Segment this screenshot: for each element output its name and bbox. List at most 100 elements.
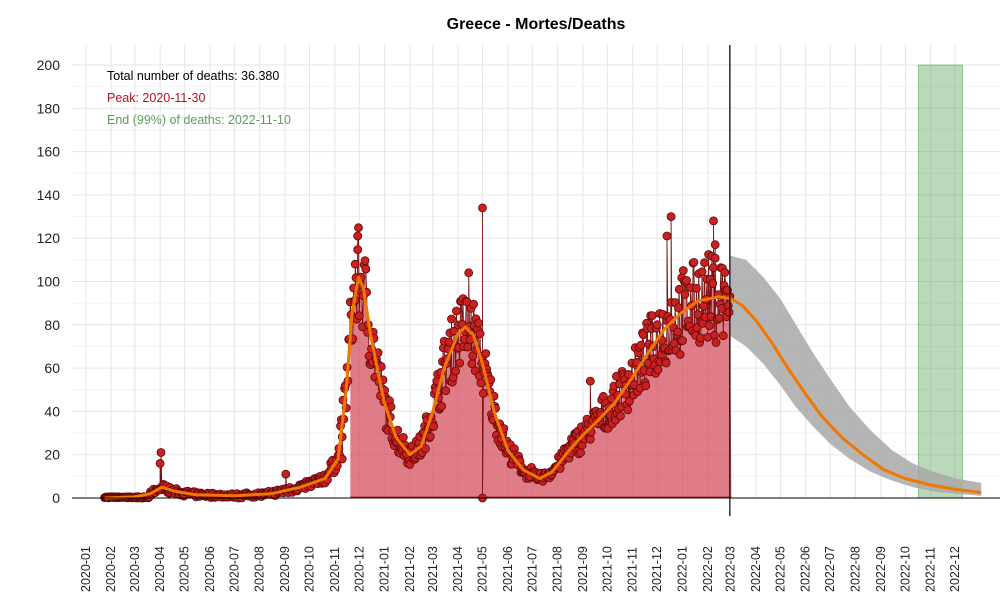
x-tick-label: 2020-11 — [328, 547, 342, 592]
daily-point — [682, 275, 691, 285]
daily-point — [481, 349, 491, 358]
x-tick-label: 2021-03 — [426, 546, 440, 592]
x-tick-label: 2021-05 — [476, 546, 490, 592]
x-tick-label: 2020-01 — [79, 546, 93, 592]
annotation-end: End (99%) of deaths: 2022-11-10 — [107, 113, 291, 127]
daily-point — [693, 310, 703, 319]
daily-point — [647, 311, 657, 321]
daily-point — [661, 358, 671, 368]
x-tick-label: 2022-08 — [849, 546, 863, 592]
x-tick-label: 2020-10 — [303, 546, 317, 592]
annotation-total: Total number of deaths: 36.380 — [107, 69, 279, 83]
x-tick-label: 2022-12 — [948, 546, 962, 592]
daily-point — [674, 303, 683, 313]
daily-point — [653, 365, 663, 375]
daily-point — [468, 351, 478, 361]
daily-point — [429, 422, 439, 431]
daily-point — [696, 333, 705, 343]
x-tick-label: 2021-06 — [501, 546, 515, 592]
x-tick-label: 2022-04 — [749, 546, 763, 592]
daily-point — [625, 396, 634, 406]
daily-point — [463, 342, 473, 352]
x-tick-label: 2022-02 — [701, 546, 715, 592]
curve-layer — [104, 275, 982, 500]
daily-point — [360, 256, 370, 266]
axis-labels: 0 20 40 60 80 100 120 140 160 180 200 2020-01 2020-0… — [37, 57, 962, 592]
x-tick-label: 2021-08 — [551, 546, 565, 592]
x-tick-label: 2022-07 — [823, 546, 837, 592]
daily-point — [155, 458, 165, 468]
daily-point — [420, 444, 430, 454]
daily-point — [451, 366, 461, 376]
y-tick-label: 20 — [44, 447, 60, 463]
daily-point — [469, 299, 479, 309]
daily-point — [711, 338, 721, 347]
x-tick-label: 2021-01 — [378, 546, 392, 592]
daily-point — [281, 469, 291, 479]
daily-point — [449, 326, 459, 336]
daily-point — [585, 376, 595, 386]
daily-point — [478, 203, 487, 213]
daily-point — [675, 350, 685, 359]
daily-point — [674, 284, 684, 294]
daily-point — [689, 257, 699, 267]
daily-point — [623, 405, 633, 415]
daily-point — [697, 267, 707, 277]
x-tick-label: 2020-06 — [203, 546, 217, 592]
y-tick-label: 0 — [52, 490, 60, 506]
y-tick-label: 100 — [37, 274, 61, 290]
daily-point — [354, 223, 363, 233]
y-tick-label: 180 — [37, 100, 61, 116]
daily-point — [475, 329, 485, 339]
y-tick-label: 40 — [44, 403, 60, 419]
daily-point — [710, 253, 720, 263]
x-tick-label: 2022-11 — [924, 547, 938, 592]
daily-point — [636, 340, 646, 350]
x-tick-label: 2020-08 — [253, 546, 267, 592]
x-tick-label: 2020-12 — [352, 546, 366, 592]
daily-point — [652, 320, 662, 330]
y-tick-label: 120 — [37, 230, 61, 246]
x-tick-label: 2022-09 — [874, 546, 888, 592]
daily-point — [638, 330, 648, 340]
daily-point — [709, 263, 718, 273]
x-tick-label: 2020-02 — [104, 546, 118, 592]
daily-point — [451, 306, 461, 316]
daily-point — [353, 231, 363, 241]
y-tick-label: 140 — [37, 187, 61, 203]
y-tick-label: 80 — [44, 317, 60, 333]
x-tick-label: 2022-01 — [676, 546, 690, 592]
daily-point — [455, 358, 465, 368]
daily-point — [678, 266, 688, 275]
x-tick-label: 2022-05 — [773, 546, 787, 592]
x-tick-label: 2021-12 — [650, 546, 664, 592]
x-tick-label: 2021-04 — [451, 546, 465, 592]
daily-point — [714, 313, 724, 323]
daily-point — [718, 331, 728, 341]
daily-point — [724, 307, 734, 317]
daily-point — [710, 240, 720, 250]
y-tick-label: 200 — [37, 57, 61, 73]
observed-area — [350, 207, 732, 498]
daily-point — [641, 381, 651, 391]
x-tick-label: 2020-05 — [178, 546, 192, 592]
daily-point — [474, 318, 483, 328]
reference-lines — [72, 45, 1000, 516]
x-tick-label: 2021-11 — [626, 547, 640, 592]
daily-point — [666, 212, 676, 222]
daily-point — [350, 259, 360, 269]
chart-title: Greece - Mortes/Deaths — [447, 16, 626, 33]
daily-point — [464, 268, 474, 278]
daily-point — [709, 330, 719, 340]
x-tick-label: 2021-07 — [525, 546, 539, 592]
x-tick-label: 2021-02 — [403, 546, 417, 592]
daily-point — [437, 401, 447, 411]
daily-point — [361, 264, 371, 274]
daily-point — [692, 283, 701, 293]
x-tick-label: 2020-09 — [278, 546, 292, 592]
x-tick-label: 2022-03 — [724, 546, 738, 592]
daily-point — [678, 336, 687, 346]
daily-point — [673, 327, 682, 337]
daily-point — [709, 216, 718, 226]
